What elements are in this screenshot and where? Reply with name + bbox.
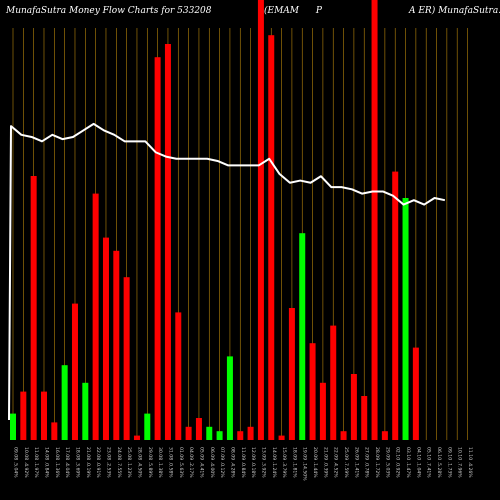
x-tick-label: 01.09 .5.63%	[178, 447, 184, 478]
bar-down	[154, 57, 161, 440]
bar-up	[10, 413, 16, 440]
bar-down	[40, 391, 47, 440]
bar-down	[330, 325, 337, 440]
x-tick-label: 04.09 .2.17%	[188, 447, 194, 478]
x-tick-label: 02.10 .0.92%	[395, 447, 401, 478]
x-tick-label: 10.10 .7.96%	[457, 447, 463, 478]
x-tick-label: 03.10 .1.47%	[405, 447, 411, 478]
x-tick-label: 10.08 .4.92%	[23, 447, 29, 478]
x-tick-label: 15.09 .3.79%	[281, 447, 287, 478]
x-tick-label: 27.09 .0.78%	[364, 447, 370, 478]
x-tick-label: 14.08 .0.84%	[43, 447, 49, 478]
bar-down	[92, 193, 99, 440]
bar-up	[206, 426, 213, 440]
bar-down	[30, 176, 37, 440]
bar-down	[361, 396, 368, 440]
x-tick-label: 28.08 .4.50%	[136, 447, 142, 478]
bar-down	[102, 237, 109, 440]
x-tick-label: 05.10 .7.41%	[426, 447, 432, 478]
x-tick-label: 07.09 .0.12%	[219, 447, 225, 478]
bar-down	[340, 431, 347, 440]
bar-down	[113, 250, 120, 440]
bar-down	[392, 171, 399, 440]
bar-down	[257, 0, 264, 440]
bar-down	[71, 303, 78, 440]
x-tick-label: 05.09 .4.41%	[198, 447, 204, 478]
chart-title-site: A ER) MunafaSutra.com	[409, 6, 500, 16]
x-tick-label: 11.08 .1.97%	[33, 447, 39, 478]
x-tick-label: 24.08 .7.55%	[116, 447, 122, 478]
bar-down	[247, 426, 254, 440]
x-tick-label: 13.09 .3.92%	[260, 447, 266, 478]
x-tick-label: 29.09 .5.03%	[384, 447, 390, 478]
x-tick-label: 09.08 .5.04%	[13, 447, 19, 478]
x-tick-label: 22.08 .0.91%	[95, 447, 101, 478]
bar-down	[237, 431, 244, 440]
x-tick-label: 22.09 .4.52%	[333, 447, 339, 478]
x-tick-label: 25.09 .7.59%	[343, 447, 349, 478]
x-tick-label: 30.08 .1.38%	[157, 447, 163, 478]
grid-lines	[12, 28, 468, 440]
bar-down	[20, 391, 27, 440]
bar-down	[350, 374, 357, 440]
x-tick-label: 26.09 .1.41%	[353, 447, 359, 478]
x-tick-label: 20.09 .1.44%	[312, 447, 318, 478]
bar-down	[195, 418, 202, 440]
bar-up	[61, 365, 68, 440]
bar-down	[175, 312, 182, 440]
bar-up	[144, 413, 151, 440]
x-tick-label: 21.08 .0.19%	[85, 447, 91, 478]
bar-down	[381, 431, 388, 440]
bar-down	[278, 435, 285, 440]
chart-title-company: (EMAM P	[264, 6, 322, 16]
bar-down	[164, 44, 171, 440]
x-tick-label: 12.09 .0.18%	[250, 447, 256, 478]
x-tick-label: 14.09 .1.24%	[271, 447, 277, 478]
bar-down	[412, 347, 419, 440]
chart-title-company-part2: P	[315, 6, 322, 16]
bar-down	[371, 0, 378, 440]
bar-down	[319, 382, 326, 440]
x-tick-label: 31.08 .0.58%	[167, 447, 173, 478]
x-tick-label: 25.08 .1.23%	[126, 447, 132, 478]
x-tick-label: 16.08 .1.36%	[54, 447, 60, 478]
trend-line	[8, 122, 446, 421]
bar-down	[288, 308, 295, 440]
x-tick-label: 06.10 .5.28%	[436, 447, 442, 478]
bar-up	[216, 431, 223, 440]
x-tick-label: 17.08 .4.04%	[64, 447, 70, 478]
x-tick-label: 04.10 .1.04%	[415, 447, 421, 478]
x-tick-label: 18.08 .3.69%	[74, 447, 80, 478]
x-tick-label: 18.09 .1.81%	[291, 447, 297, 478]
bar-up	[402, 198, 409, 440]
chart-title-company-part1: (EMAM	[264, 6, 300, 16]
bar-down	[133, 435, 140, 440]
trend-line-layer	[8, 122, 446, 421]
x-tick-label: 06.09 .4.00%	[209, 447, 215, 478]
bar-up	[226, 356, 233, 440]
x-tick-label: 29.08 .5.89%	[147, 447, 153, 478]
x-tick-label: 21.09 .0.39%	[322, 447, 328, 478]
x-tick-label: 11.10 .4.26%	[467, 447, 473, 478]
bar-up	[82, 382, 89, 440]
bar-down	[268, 35, 275, 440]
bar-down	[123, 277, 130, 440]
x-tick-label: 19.09 .14.50%	[302, 447, 308, 481]
x-tick-label: 09.10 .1.73%	[446, 447, 452, 478]
chart-title: MunafaSutra Money Flow Charts for 533208	[6, 6, 212, 16]
x-tick-label: 28.09 .1.72%	[374, 447, 380, 478]
x-tick-label: 23.08 .2.53%	[105, 447, 111, 478]
x-tick-label: 11.09 .0.84%	[240, 447, 246, 478]
bar-down	[309, 343, 316, 440]
bar-down	[185, 426, 192, 440]
bars	[10, 0, 419, 440]
bar-up	[299, 233, 306, 440]
bar-down	[51, 422, 58, 440]
x-tick-label: 08.09 .4.28%	[229, 447, 235, 478]
x-tick-labels: 09.08 .5.04% 10.08 .4.92% 11.08 .1.97% 14.0…	[13, 447, 474, 481]
